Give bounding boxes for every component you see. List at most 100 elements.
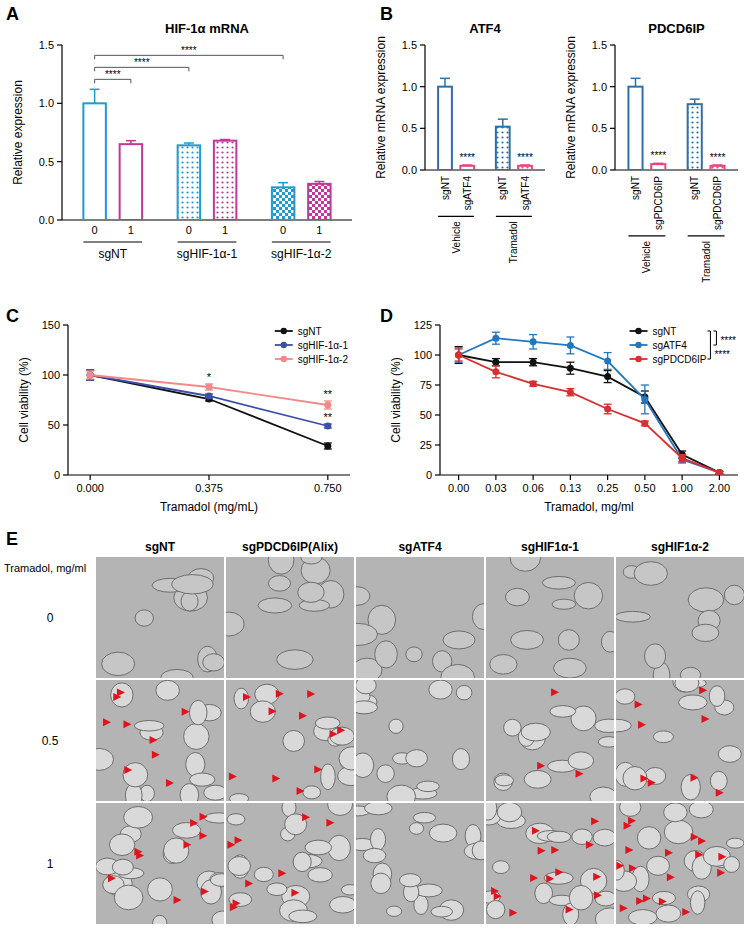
- micrograph-bg: [96, 680, 224, 801]
- error-cap: [604, 413, 612, 414]
- cell: [172, 575, 213, 594]
- cell: [595, 719, 614, 732]
- significance: ****: [517, 152, 533, 163]
- micrograph-bg: [486, 557, 614, 678]
- significance: ****: [105, 69, 121, 80]
- error-cap: [455, 360, 463, 361]
- micrograph-bg: [356, 680, 484, 801]
- x-tick-label: sgNT: [689, 176, 700, 200]
- group-line: [688, 235, 725, 236]
- cell: [172, 823, 200, 839]
- error-bar: [90, 89, 100, 103]
- arrowhead: [620, 904, 628, 912]
- error-cap: [529, 334, 537, 335]
- cell: [254, 867, 273, 881]
- cell: [330, 727, 354, 745]
- cell: [656, 905, 681, 922]
- error-bar: [492, 332, 500, 344]
- point: [455, 352, 462, 359]
- error-cap: [713, 164, 723, 166]
- arrowhead: [665, 849, 673, 857]
- cell: [692, 624, 719, 641]
- arrowhead: [530, 874, 538, 882]
- y-axis: [424, 45, 425, 170]
- micrograph: [356, 557, 484, 678]
- cell: [298, 582, 325, 602]
- arrowhead: [307, 690, 315, 698]
- error-cap: [566, 362, 574, 363]
- arrowhead: [648, 779, 656, 787]
- micrograph: [96, 557, 224, 678]
- error-bar: [220, 140, 230, 141]
- cell: [356, 753, 374, 778]
- x-tick-label: sgPDCD6IP: [712, 176, 723, 230]
- cell: [406, 647, 422, 662]
- y-tick: [610, 44, 615, 45]
- panel-letter: D: [380, 306, 393, 326]
- chart-title: PDCD6IP: [648, 21, 705, 36]
- error-bar: [713, 165, 723, 167]
- y-axis-title: Relative mRNA expression: [374, 36, 388, 179]
- point: [679, 455, 686, 462]
- series: [86, 370, 332, 450]
- y-axis-title: Cell viability (%): [17, 357, 31, 442]
- cell: [554, 658, 587, 678]
- error-bar: [455, 349, 463, 361]
- cell: [680, 667, 700, 678]
- cell: [148, 878, 173, 901]
- micrograph-bg: [356, 557, 484, 678]
- line: [459, 338, 720, 472]
- arrowhead: [591, 817, 599, 825]
- x-tick-label: 1: [128, 224, 134, 236]
- group-label: sgNT: [98, 247, 127, 261]
- cell: [664, 803, 687, 822]
- significance: **: [324, 411, 333, 423]
- error-line: [502, 119, 504, 127]
- cell: [542, 576, 575, 589]
- y-axis: [614, 45, 615, 170]
- micrograph-bg: [486, 803, 614, 924]
- x-tick-label: 0: [92, 224, 98, 236]
- x-tick-label: sgPDCD6IP: [653, 176, 664, 230]
- cell: [268, 557, 294, 574]
- arrowhead: [640, 774, 648, 782]
- error-bar: [278, 183, 288, 188]
- error-bar: [604, 404, 612, 414]
- y-tick-label: 0.0: [592, 164, 607, 176]
- error-cap: [604, 352, 612, 353]
- cell: [569, 885, 592, 910]
- panel-letter: A: [6, 4, 19, 24]
- y-tick: [435, 324, 440, 325]
- cell: [204, 813, 224, 823]
- bar: [308, 184, 330, 220]
- x-tick-label: 0.750: [314, 482, 342, 494]
- arrowhead: [314, 766, 322, 774]
- y-tick-label: 50: [48, 419, 60, 431]
- y-tick-label: 150: [42, 319, 60, 331]
- error-cap: [90, 89, 100, 91]
- micrograph: [356, 680, 484, 801]
- error-cap: [566, 374, 574, 375]
- x-tick: [208, 475, 209, 480]
- legend-bracket: [713, 331, 716, 345]
- cell: [718, 746, 741, 763]
- cell: [386, 906, 401, 916]
- y-tick-label: 0.5: [39, 156, 54, 168]
- cell: [495, 775, 513, 786]
- cell: [184, 724, 209, 750]
- cell: [123, 763, 148, 787]
- cell: [595, 908, 614, 924]
- error-cap: [631, 78, 641, 80]
- error-cap: [529, 348, 537, 349]
- arrowhead: [555, 868, 563, 876]
- micrograph: [96, 680, 224, 801]
- error-bar: [324, 401, 332, 409]
- bar: [438, 87, 452, 170]
- group-line: [628, 235, 665, 236]
- cell: [417, 781, 440, 792]
- error-cap: [324, 408, 332, 409]
- error-cap: [641, 413, 649, 414]
- point: [567, 389, 574, 396]
- cell: [364, 803, 392, 815]
- point: [87, 372, 94, 379]
